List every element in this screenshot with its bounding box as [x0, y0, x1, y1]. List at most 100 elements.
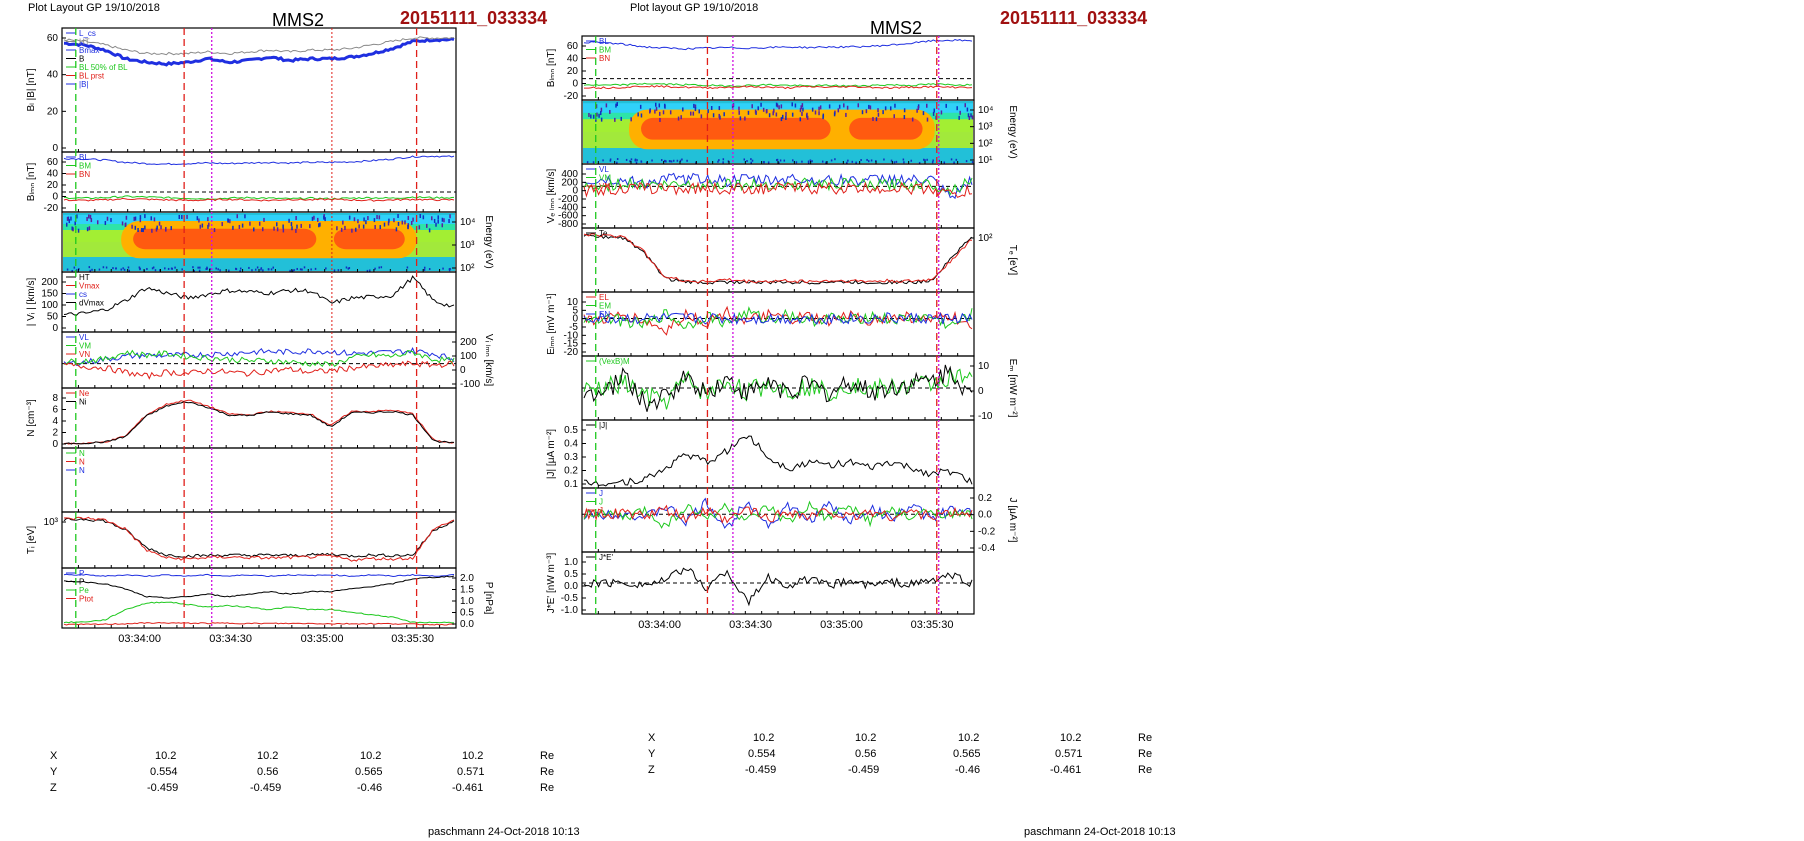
spectrogram-noise	[762, 107, 765, 112]
spectrogram-noise	[296, 224, 298, 229]
spectrogram-noise	[821, 160, 824, 163]
spectrogram-noise	[418, 225, 421, 230]
spectrogram-noise	[867, 160, 870, 163]
spectrogram-noise	[273, 226, 275, 231]
spectrogram-noise	[235, 268, 238, 271]
spectrogram-noise	[807, 160, 810, 163]
spectrogram-noise	[893, 114, 895, 119]
series-line-EN	[583, 305, 973, 336]
spectrogram-noise	[924, 159, 926, 162]
legend-label: BN	[599, 54, 610, 63]
y-axis-label: J*E' [nW m⁻³]	[546, 553, 557, 614]
y-tick-label: 0	[52, 439, 58, 450]
y-tick-label: 1.5	[460, 585, 474, 596]
spectrogram-noise	[700, 114, 703, 119]
spectrogram-noise	[88, 214, 90, 219]
spectrogram-noise	[669, 110, 672, 115]
ephemeris-value: -0.459	[848, 764, 880, 776]
series-line-Ne	[63, 399, 455, 445]
panel-frame	[61, 511, 457, 569]
y-tick-label: -600	[558, 211, 578, 222]
spectrogram-noise	[102, 266, 105, 269]
spectrogram-noise	[866, 158, 868, 161]
y-tick-label: 20	[47, 106, 59, 117]
series-line-BL	[63, 155, 455, 166]
y-tick-label: 10	[978, 361, 990, 372]
spectrogram-noise	[181, 268, 183, 271]
spectrogram-noise	[662, 110, 665, 115]
spectrogram-noise	[155, 227, 158, 232]
spectrogram-noise	[902, 158, 905, 161]
spectrogram-noise	[893, 161, 896, 164]
spectrogram-noise	[882, 110, 884, 115]
spectrogram-noise	[369, 269, 371, 272]
spectrogram-noise	[890, 159, 893, 162]
y-tick-label: 100	[460, 351, 477, 362]
legend-label: Ne	[79, 389, 90, 398]
spectrogram-noise	[325, 267, 327, 270]
series-line-VL	[63, 347, 455, 367]
ephemeris-value: 0.571	[1055, 748, 1083, 760]
spectrogram-noise	[178, 214, 181, 219]
spectrogram-noise	[718, 113, 720, 118]
y-tick-label: -20	[564, 91, 579, 102]
series-line-EM	[583, 368, 973, 410]
series-line-J	[583, 435, 973, 487]
spectrogram-noise	[208, 222, 210, 227]
y-tick-label: 40	[47, 169, 59, 180]
spectrogram-noise	[971, 115, 974, 120]
spectrogram-noise	[319, 222, 321, 227]
spectrogram-noise	[276, 227, 279, 232]
spectrogram-noise	[712, 113, 715, 118]
spectrogram-noise	[965, 160, 968, 163]
spectrogram-noise	[783, 159, 786, 162]
spectrogram-noise	[746, 160, 748, 163]
spectrogram-core	[333, 228, 405, 250]
spectrogram-noise	[596, 112, 598, 117]
spectrogram-noise	[345, 266, 348, 269]
spectrogram-noise	[776, 103, 779, 108]
spectrogram-noise	[857, 103, 860, 108]
y-tick-label: 1.0	[564, 557, 578, 568]
spectrogram-noise	[894, 103, 896, 108]
spectrogram-noise	[215, 267, 217, 270]
spectrogram-noise	[654, 102, 657, 107]
panel-frame	[61, 567, 457, 629]
y-tick-label: 10²	[460, 263, 475, 274]
y-tick-label: 40	[47, 70, 59, 81]
spectrogram-noise	[950, 158, 953, 161]
footer-right: paschmann 24-Oct-2018 10:13	[1024, 826, 1176, 838]
spectrogram-noise	[766, 109, 768, 114]
spectrogram-noise	[731, 104, 734, 109]
spectrogram-noise	[630, 158, 633, 161]
legend-label: P	[79, 569, 84, 578]
y-axis-label: J [μA m⁻²]	[1007, 498, 1018, 543]
spectrogram-noise	[128, 269, 131, 272]
y-tick-label: 20	[47, 180, 59, 191]
panel-3: 10² Tₑ [eV] Te	[581, 227, 1018, 293]
spectrogram-noise	[407, 215, 410, 220]
spectrogram-noise	[743, 158, 746, 161]
y-axis-label: N [cm⁻³]	[26, 399, 37, 437]
y-tick-label: -10	[978, 411, 993, 422]
x-tick-label: 03:35:00	[301, 633, 344, 645]
spectrogram-noise	[680, 115, 682, 120]
spectrogram-noise	[760, 102, 762, 107]
legend-label: HT	[79, 273, 90, 282]
spectrogram-noise	[634, 158, 637, 161]
spectrogram-noise	[174, 266, 176, 269]
spectrogram-noise	[860, 159, 862, 162]
ephemeris-value: -0.46	[357, 782, 383, 794]
ephemeris-value: 10.2	[855, 732, 877, 744]
spectrogram-noise	[694, 107, 697, 112]
spectrogram-noise	[217, 268, 219, 271]
y-tick-label: 0.0	[460, 619, 474, 630]
spectrogram-noise	[772, 111, 774, 116]
spectrogram-noise	[681, 158, 683, 161]
spectrogram-noise	[348, 215, 351, 220]
panel-5: 10 0 -10 Eₘ [mW m⁻²] (VexB)M	[581, 355, 1018, 422]
legend-label: BM	[79, 162, 91, 171]
spectrogram-noise	[940, 110, 943, 115]
